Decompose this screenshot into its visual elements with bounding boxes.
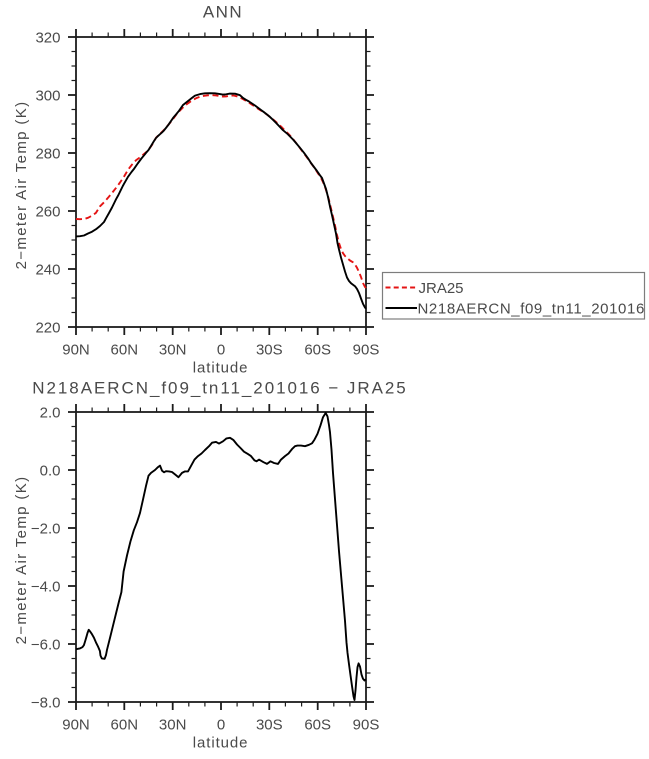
svg-text:30N: 30N [159,341,187,358]
svg-text:60N: 60N [111,341,139,358]
svg-text:−6.0: −6.0 [31,636,61,653]
svg-text:0: 0 [217,716,225,733]
svg-text:0: 0 [217,341,225,358]
svg-text:60S: 60S [304,341,331,358]
svg-text:320: 320 [35,29,60,46]
svg-text:260: 260 [35,203,60,220]
svg-text:30S: 30S [256,716,283,733]
svg-text:0.0: 0.0 [40,462,61,479]
svg-text:N218AERCN_f09_tn11_201016 − JR: N218AERCN_f09_tn11_201016 − JRA25 [32,379,407,398]
svg-text:280: 280 [35,145,60,162]
svg-text:90S: 90S [353,341,380,358]
svg-text:90N: 90N [62,341,90,358]
svg-text:90S: 90S [353,716,380,733]
svg-text:N218AERCN_f09_tn11_201016: N218AERCN_f09_tn11_201016 [418,300,645,317]
svg-text:300: 300 [35,87,60,104]
svg-text:60N: 60N [111,716,139,733]
svg-text:latitude: latitude [193,360,249,377]
svg-text:240: 240 [35,261,60,278]
svg-text:−2.0: −2.0 [31,520,61,537]
svg-text:2−meter Air Temp (K): 2−meter Air Temp (K) [13,101,30,270]
svg-text:60S: 60S [304,716,331,733]
svg-text:latitude: latitude [193,735,249,752]
svg-text:−8.0: −8.0 [31,694,61,711]
svg-text:30N: 30N [159,716,187,733]
svg-text:220: 220 [35,319,60,336]
svg-text:2.0: 2.0 [40,404,61,421]
svg-text:−4.0: −4.0 [31,578,61,595]
svg-text:90N: 90N [62,716,90,733]
svg-text:2−meter Air Temp (K): 2−meter Air Temp (K) [13,476,30,645]
svg-text:JRA25: JRA25 [419,280,464,297]
svg-text:ANN: ANN [203,3,243,22]
svg-text:30S: 30S [256,341,283,358]
